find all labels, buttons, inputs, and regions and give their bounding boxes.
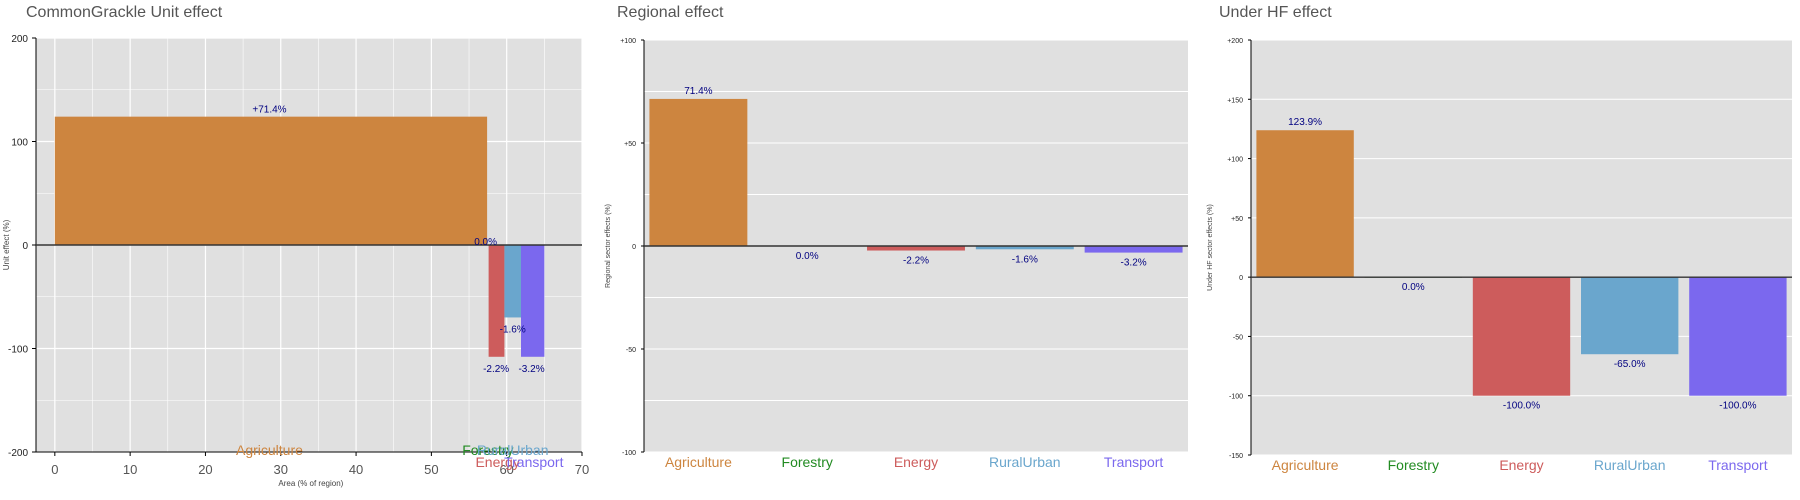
y-tick-label: +50 bbox=[1231, 216, 1243, 223]
y-tick-label: 0 bbox=[22, 241, 28, 252]
category-label-agriculture: Agriculture bbox=[665, 454, 732, 470]
y-tick-label: -100 bbox=[8, 345, 28, 356]
x-axis-title: Area (% of region) bbox=[278, 479, 343, 488]
value-label-transport: -3.2% bbox=[518, 364, 544, 375]
value-label-ruralurban: -1.6% bbox=[1012, 254, 1038, 265]
value-label-agriculture: 71.4% bbox=[684, 86, 712, 97]
y-tick-label: -100 bbox=[1229, 394, 1243, 401]
category-label-forestry: Forestry bbox=[462, 442, 513, 458]
bar-ruralurban bbox=[504, 245, 521, 318]
y-axis-title: Under HF sector effects (%) bbox=[1207, 204, 1214, 291]
bar-transport bbox=[1084, 246, 1183, 253]
category-label-ruralurban: RuralUrban bbox=[989, 454, 1061, 470]
value-label-transport: -100.0% bbox=[1719, 401, 1756, 412]
x-tick-label: 50 bbox=[424, 462, 438, 477]
regional-effect-title: Regional effect bbox=[617, 4, 724, 21]
value-label-transport: -3.2% bbox=[1121, 258, 1147, 269]
category-label-forestry: Forestry bbox=[782, 454, 833, 470]
regional-effect-chart: +100 +50 0 -50 -100 71.4% Agriculture 0.0% Fores… bbox=[605, 38, 1188, 470]
value-label-agriculture: +71.4% bbox=[252, 105, 286, 116]
bar-agriculture bbox=[1256, 130, 1354, 278]
bar-energy bbox=[488, 245, 505, 357]
bar-agriculture bbox=[54, 116, 488, 245]
y-tick-label: 200 bbox=[11, 34, 28, 45]
bar-transport bbox=[520, 245, 545, 357]
bar-energy bbox=[867, 246, 965, 251]
value-label-ruralurban: -1.6% bbox=[500, 324, 526, 335]
under-hf-effect-chart: +200 +150 +100 +50 0 -50 -100 -150 123.9% Agricul… bbox=[1207, 38, 1792, 473]
y-tick-label: +100 bbox=[620, 38, 636, 45]
category-label-forestry: Forestry bbox=[1388, 457, 1439, 473]
category-label-ruralurban: RuralUrban bbox=[1594, 457, 1666, 473]
value-label-forestry: 0.0% bbox=[796, 251, 819, 262]
value-label-forestry: 0.0% bbox=[1402, 282, 1425, 293]
y-tick-label: 100 bbox=[11, 138, 28, 149]
bar-ruralurban bbox=[975, 246, 1074, 250]
category-label-energy: Energy bbox=[475, 454, 519, 470]
x-tick-label: 20 bbox=[198, 462, 212, 477]
value-label-energy: -2.2% bbox=[903, 256, 929, 267]
y-tick-label: +100 bbox=[1227, 157, 1243, 164]
x-tick-label: 60 bbox=[499, 462, 513, 477]
x-tick-label: 0 bbox=[51, 462, 58, 477]
x-tick-label: 70 bbox=[575, 462, 589, 477]
unit-effect-title: CommonGrackle Unit effect bbox=[26, 4, 223, 21]
under-hf-effect-panel: Under HF effect +200 +150 +100 +50 0 -50 -100 -… bbox=[1202, 0, 1800, 500]
y-tick-label: -50 bbox=[1233, 334, 1243, 341]
value-label-energy: -100.0% bbox=[1503, 401, 1540, 412]
value-label-forestry: 0.0% bbox=[474, 237, 497, 248]
y-tick-label: -200 bbox=[8, 448, 28, 459]
category-label-agriculture: Agriculture bbox=[1272, 457, 1339, 473]
value-label-agriculture: 123.9% bbox=[1288, 117, 1322, 128]
y-tick-label: -100 bbox=[622, 450, 636, 457]
y-tick-label: +50 bbox=[624, 141, 636, 148]
x-tick-label: 10 bbox=[123, 462, 137, 477]
category-label-energy: Energy bbox=[894, 454, 938, 470]
x-tick-label: 30 bbox=[274, 462, 288, 477]
y-axis-title: Unit effect (%) bbox=[2, 219, 11, 270]
y-tick-label: 0 bbox=[1239, 275, 1243, 282]
category-label-transport: Transport bbox=[1104, 454, 1164, 470]
y-tick-label: -50 bbox=[626, 347, 636, 354]
value-label-energy: -2.2% bbox=[483, 364, 509, 375]
unit-effect-chart: 200 100 0 -100 -200 0 10 20 30 40 50 60 70 +71.4% 0.0%… bbox=[2, 34, 589, 488]
bar-transport bbox=[1689, 277, 1787, 396]
category-label-transport: Transport bbox=[1708, 457, 1768, 473]
regional-effect-panel: Regional effect +100 +50 0 -50 -100 71.4% Agri… bbox=[600, 0, 1190, 500]
bar-agriculture bbox=[649, 98, 748, 246]
category-label-ruralurban: RuralUrban bbox=[477, 442, 549, 458]
y-axis-title: Regional sector effects (%) bbox=[605, 204, 612, 288]
y-tick-label: +150 bbox=[1227, 97, 1243, 104]
bar-ruralurban bbox=[1581, 277, 1679, 355]
y-tick-label: +200 bbox=[1227, 38, 1243, 45]
unit-effect-panel: CommonGrackle Unit effect 200 100 0 -100 -20… bbox=[0, 0, 590, 500]
y-tick-label: 0 bbox=[632, 244, 636, 251]
category-label-energy: Energy bbox=[1499, 457, 1543, 473]
category-label-agriculture: Agriculture bbox=[236, 442, 303, 458]
value-label-ruralurban: -65.0% bbox=[1614, 359, 1646, 370]
x-tick-label: 40 bbox=[349, 462, 363, 477]
category-label-transport: Transport bbox=[504, 454, 564, 470]
bar-energy bbox=[1472, 277, 1571, 396]
y-tick-label: -150 bbox=[1229, 453, 1243, 460]
under-hf-effect-title: Under HF effect bbox=[1219, 4, 1332, 21]
